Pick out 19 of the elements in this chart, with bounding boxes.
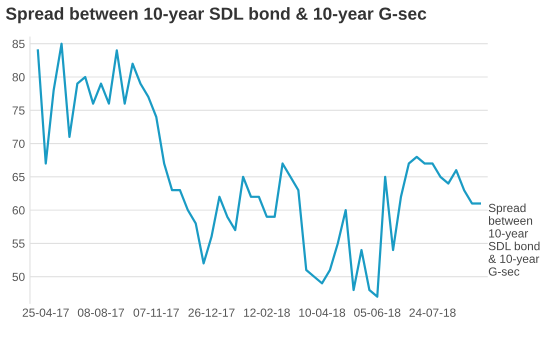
x-tick-label: 26-12-17 [188,308,235,317]
x-tick-label: 08-08-17 [78,308,124,317]
x-tick-label: 10-04-18 [299,308,346,317]
y-tick-label: 60 [12,206,25,215]
y-tick-label: 85 [12,40,25,48]
y-tick-label: 75 [12,106,25,115]
x-tick-label: 05-06-18 [354,308,400,317]
y-tick-label: 70 [12,140,25,148]
y-tick-label: 80 [12,73,25,82]
x-tick-label: 12-02-18 [244,308,290,317]
x-tick-label: 07-11-17 [134,308,179,317]
x-tick-label: 24-07-18 [409,308,456,317]
y-tick-label: 55 [12,240,25,248]
chart-title: Spread between 10-year SDL bond & 10-year G-sec [6,7,426,24]
y-tick-label: 65 [12,172,25,182]
line-series [36,42,481,298]
y-tick-label: 50 [12,272,25,282]
series-label: Spread between 10-year SDL bond & 10-year G-sec [488,203,540,276]
x-tick-label: 25-04-17 [22,308,69,317]
